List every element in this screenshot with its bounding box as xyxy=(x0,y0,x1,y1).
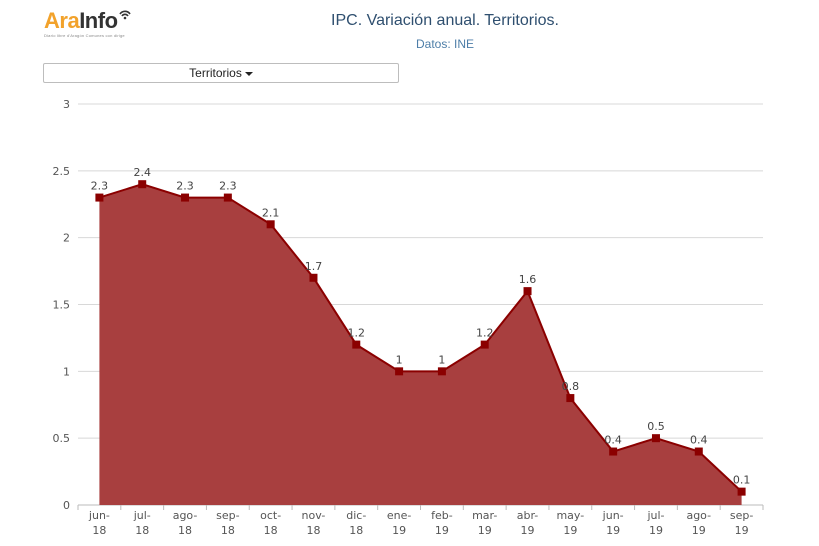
data-point[interactable] xyxy=(651,434,660,443)
data-label: 1.2 xyxy=(476,327,494,340)
x-tick-label-month: jun- xyxy=(602,509,624,522)
series-line xyxy=(99,183,743,493)
logo-wordmark: AraInfo xyxy=(44,10,144,32)
x-tick-label-year: 18 xyxy=(221,524,235,537)
logo-info-text: Info xyxy=(79,8,118,33)
y-tick-label: 0.5 xyxy=(53,432,71,445)
x-tick-label-year: 19 xyxy=(735,524,749,537)
data-label: 1.2 xyxy=(348,327,366,340)
y-tick-label: 0 xyxy=(63,499,70,512)
x-tick-label-year: 19 xyxy=(392,524,406,537)
data-label: 2.3 xyxy=(91,180,109,193)
x-tick-label-month: mar- xyxy=(472,509,497,522)
data-label: 1.6 xyxy=(519,273,537,286)
x-tick-label-month: jul- xyxy=(133,509,151,522)
x-tick-label-month: ago- xyxy=(173,509,198,522)
data-label: 1 xyxy=(438,353,445,366)
x-tick-label-month: sep- xyxy=(216,509,239,522)
data-point[interactable] xyxy=(609,447,618,456)
data-label: 0.1 xyxy=(733,474,751,487)
x-tick-label-month: dic- xyxy=(346,509,366,522)
x-tick-label-year: 18 xyxy=(349,524,363,537)
araInfo-logo[interactable]: AraInfo Diario libre d'Aragón Comunes co… xyxy=(44,10,144,46)
x-tick-label-year: 18 xyxy=(178,524,192,537)
data-label: 1 xyxy=(396,353,403,366)
data-point[interactable] xyxy=(352,340,361,349)
logo-tagline-right: Comunes con dirige xyxy=(85,33,125,38)
data-point[interactable] xyxy=(437,367,446,376)
data-label: 0.4 xyxy=(690,434,708,447)
x-tick-label-year: 18 xyxy=(135,524,149,537)
data-point[interactable] xyxy=(181,193,190,202)
x-tick-label-year: 19 xyxy=(649,524,663,537)
data-point[interactable] xyxy=(138,180,147,189)
x-tick-label-month: abr- xyxy=(517,509,539,522)
logo-ara-text: Ara xyxy=(44,8,80,33)
x-tick-label-year: 19 xyxy=(435,524,449,537)
x-tick-label-month: oct- xyxy=(260,509,281,522)
data-point[interactable] xyxy=(395,367,404,376)
data-point[interactable] xyxy=(309,273,318,282)
y-tick-label: 1.5 xyxy=(53,299,71,312)
data-label: 1.7 xyxy=(305,260,323,273)
data-point[interactable] xyxy=(480,340,489,349)
x-tick-label-month: sep- xyxy=(730,509,753,522)
data-label: 0.4 xyxy=(604,434,622,447)
signal-icon xyxy=(119,10,131,20)
x-tick-label-year: 19 xyxy=(606,524,620,537)
x-tick-label-year: 18 xyxy=(92,524,106,537)
data-point[interactable] xyxy=(694,447,703,456)
x-tick-label-month: may- xyxy=(556,509,584,522)
chart-subtitle: Datos: INE xyxy=(415,37,475,51)
territorios-dropdown-label: Territorios xyxy=(189,66,242,80)
data-point[interactable] xyxy=(737,487,746,496)
data-label: 0.5 xyxy=(647,420,665,433)
x-tick-label-month: nov- xyxy=(302,509,326,522)
logo-tagline: Diario libre d'Aragón Comunes con dirige xyxy=(44,33,144,38)
area-fill xyxy=(99,184,742,505)
x-tick-label-month: feb- xyxy=(431,509,453,522)
data-point[interactable] xyxy=(223,193,232,202)
y-tick-label: 2.5 xyxy=(53,165,71,178)
data-label: 2.3 xyxy=(219,180,237,193)
x-tick-label-year: 18 xyxy=(306,524,320,537)
y-tick-label: 2 xyxy=(63,232,70,245)
data-label: 2.1 xyxy=(262,206,280,219)
x-tick-label-month: jul- xyxy=(646,509,664,522)
data-label: 2.4 xyxy=(133,166,151,179)
territorios-dropdown[interactable]: Territorios xyxy=(43,63,399,83)
x-tick-label-month: ago- xyxy=(686,509,711,522)
data-point[interactable] xyxy=(266,220,275,229)
x-tick-label-year: 19 xyxy=(478,524,492,537)
data-point[interactable] xyxy=(523,287,532,296)
x-tick-label-month: ene- xyxy=(387,509,412,522)
data-label: 0.8 xyxy=(562,380,580,393)
caret-down-icon xyxy=(244,71,253,76)
y-tick-label: 1 xyxy=(63,365,70,378)
x-tick-label-year: 19 xyxy=(692,524,706,537)
x-tick-label-year: 19 xyxy=(563,524,577,537)
data-point[interactable] xyxy=(95,193,104,202)
data-label: 2.3 xyxy=(176,180,194,193)
logo-tagline-left: Diario libre d'Aragón xyxy=(44,33,85,38)
x-tick-label-year: 18 xyxy=(264,524,278,537)
x-tick-label-year: 19 xyxy=(521,524,535,537)
data-point[interactable] xyxy=(566,394,575,403)
chart-title: IPC. Variación anual. Territorios. xyxy=(331,12,559,29)
y-tick-label: 3 xyxy=(63,98,70,111)
x-tick-label-month: jun- xyxy=(88,509,110,522)
